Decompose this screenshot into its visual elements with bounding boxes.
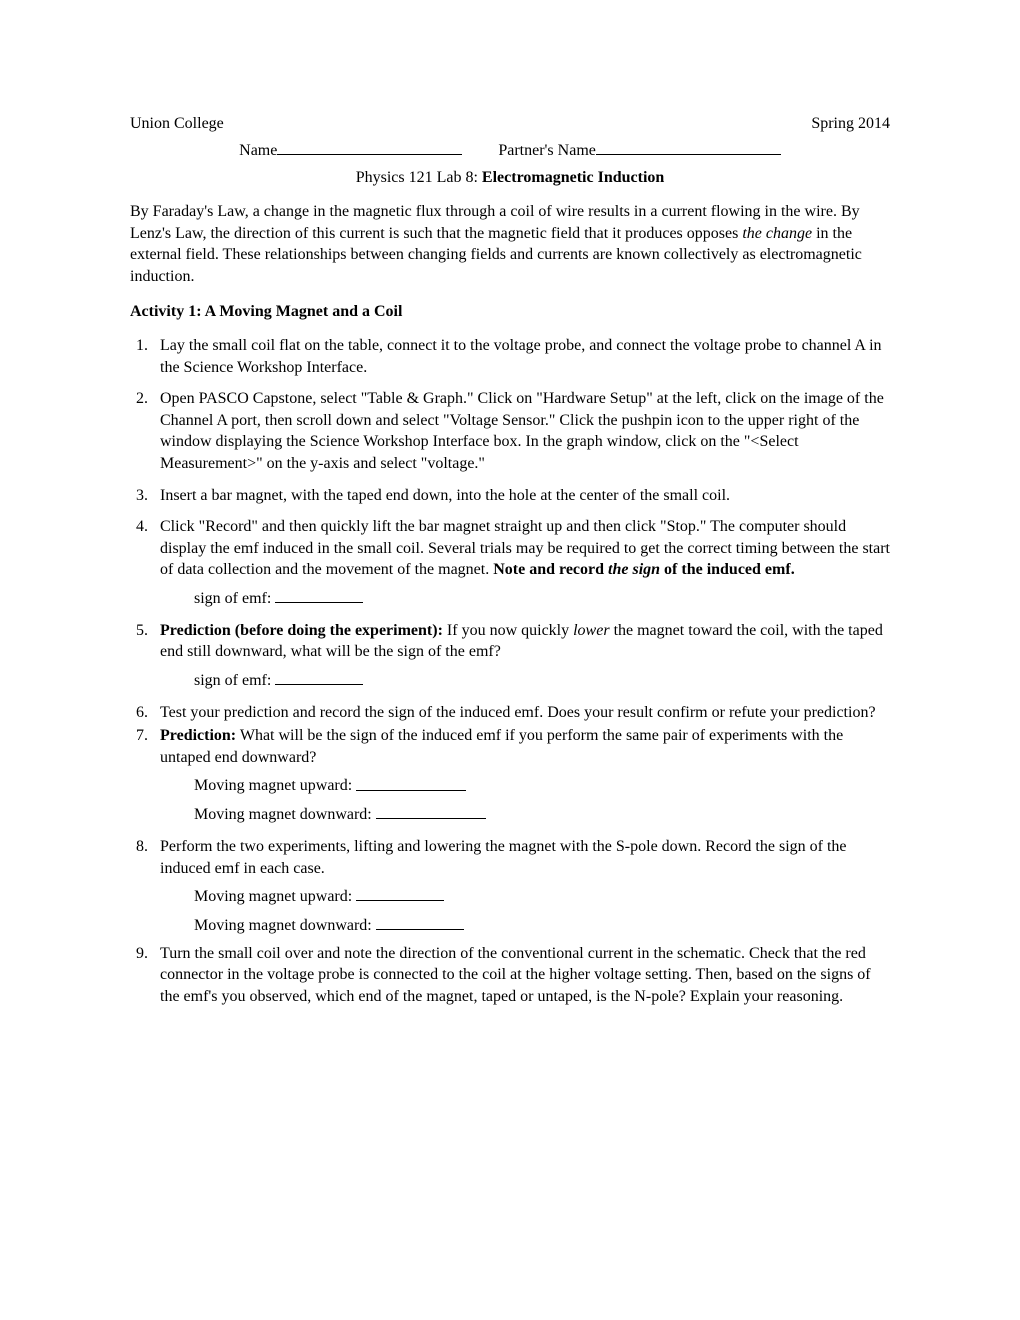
item-6-text: Test your prediction and record the sign…: [160, 704, 876, 721]
list-item: Open PASCO Capstone, select "Table & Gra…: [152, 388, 890, 474]
list-item: Test your prediction and record the sign…: [152, 702, 890, 724]
moving-up-line-1: Moving magnet upward:: [194, 774, 890, 797]
item-5-italic: lower: [573, 622, 609, 639]
header-row: Union College Spring 2014: [130, 113, 890, 135]
partner-blank[interactable]: [596, 139, 781, 155]
lab-title: Physics 121 Lab 8: Electromagnetic Induc…: [130, 167, 890, 189]
list-item: Prediction: What will be the sign of the…: [152, 725, 890, 826]
activity-heading: Activity 1: A Moving Magnet and a Coil: [130, 301, 890, 323]
sign-emf-label: sign of emf:: [194, 590, 275, 607]
item-3-text: Insert a bar magnet, with the taped end …: [160, 487, 730, 504]
item-8-text: Perform the two experiments, lifting and…: [160, 838, 847, 877]
intro-paragraph: By Faraday's Law, a change in the magnet…: [130, 201, 890, 287]
list-item: Turn the small coil over and note the di…: [152, 943, 890, 1008]
moving-down-blank[interactable]: [376, 914, 464, 930]
list-item: Prediction (before doing the experiment)…: [152, 620, 890, 692]
moving-down-line-2: Moving magnet downward:: [194, 914, 890, 937]
list-item: Lay the small coil flat on the table, co…: [152, 335, 890, 378]
moving-up-blank[interactable]: [356, 774, 466, 790]
sign-emf-line-2: sign of emf:: [194, 669, 890, 692]
sign-emf-label: sign of emf:: [194, 672, 275, 689]
moving-down-line-1: Moving magnet downward:: [194, 803, 890, 826]
intro-italic: the change: [742, 225, 812, 242]
list-item: Click "Record" and then quickly lift the…: [152, 516, 890, 610]
moving-up-line-2: Moving magnet upward:: [194, 885, 890, 908]
sign-emf-blank[interactable]: [275, 587, 363, 603]
item-4-bold-italic: the sign: [608, 561, 660, 578]
term: Spring 2014: [811, 113, 890, 135]
item-4-bold-2: of the induced emf.: [660, 561, 795, 578]
name-label: Name: [239, 142, 277, 159]
partner-label: Partner's Name: [498, 142, 596, 159]
item-2-text: Open PASCO Capstone, select "Table & Gra…: [160, 390, 884, 472]
moving-up-label: Moving magnet upward:: [194, 778, 356, 795]
title-prefix: Physics 121 Lab 8:: [356, 169, 482, 186]
document-page: Union College Spring 2014 Name Partner's…: [0, 0, 1020, 1320]
item-5-bold: Prediction (before doing the experiment)…: [160, 622, 443, 639]
instruction-list: Lay the small coil flat on the table, co…: [130, 335, 890, 1008]
item-7-bold: Prediction:: [160, 727, 236, 744]
moving-down-label: Moving magnet downward:: [194, 917, 376, 934]
item-1-text: Lay the small coil flat on the table, co…: [160, 337, 882, 376]
list-item: Perform the two experiments, lifting and…: [152, 836, 890, 937]
item-9-text: Turn the small coil over and note the di…: [160, 945, 871, 1005]
list-item: Insert a bar magnet, with the taped end …: [152, 485, 890, 507]
item-5-t1: If you now quickly: [443, 622, 573, 639]
name-blank[interactable]: [277, 139, 462, 155]
moving-down-label: Moving magnet downward:: [194, 806, 376, 823]
sign-emf-line-1: sign of emf:: [194, 587, 890, 610]
title-main: Electromagnetic Induction: [482, 169, 664, 186]
item-7-text: What will be the sign of the induced emf…: [160, 727, 843, 766]
name-row: Name Partner's Name: [130, 139, 890, 162]
moving-up-blank[interactable]: [356, 885, 444, 901]
sign-emf-blank[interactable]: [275, 669, 363, 685]
moving-down-blank[interactable]: [376, 803, 486, 819]
item-4-bold-1: Note and record: [493, 561, 608, 578]
college-name: Union College: [130, 113, 224, 135]
moving-up-label: Moving magnet upward:: [194, 888, 356, 905]
